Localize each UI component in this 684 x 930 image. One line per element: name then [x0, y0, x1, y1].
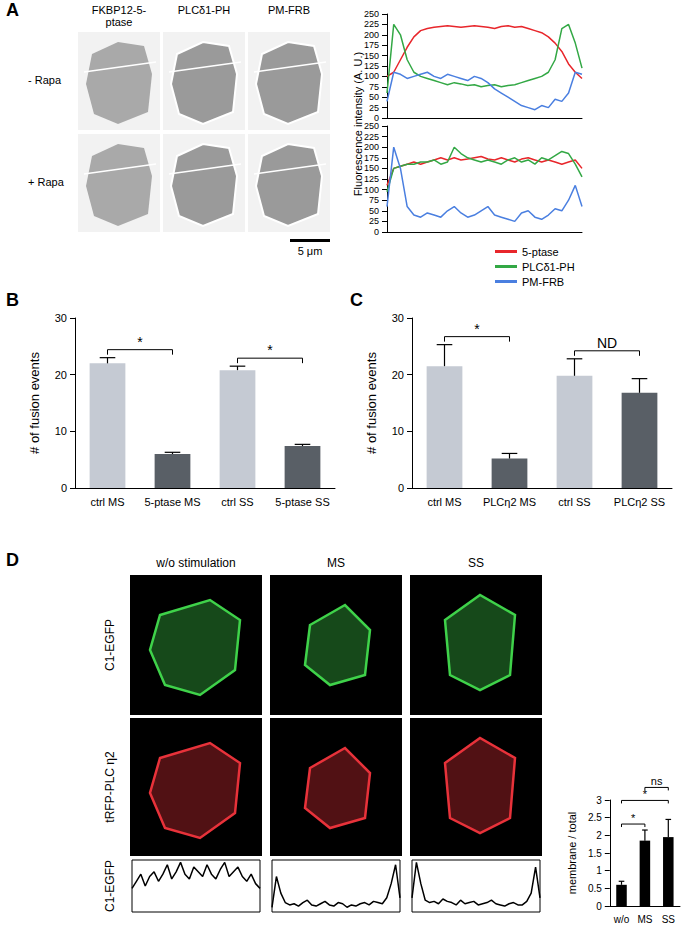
svg-text:SS: SS — [662, 914, 676, 925]
svg-text:*: * — [474, 321, 480, 337]
svg-text:w/o: w/o — [613, 914, 630, 925]
svg-text:10: 10 — [392, 425, 404, 437]
html-text:- Rapa: - Rapa — [28, 74, 61, 86]
svg-text:10: 10 — [55, 425, 67, 437]
html-text:5-ptase: 5-ptase — [522, 245, 559, 258]
svg-text:# of fusion events: # of fusion events — [364, 352, 379, 454]
svg-text:1: 1 — [596, 865, 602, 876]
svg-text:75: 75 — [369, 195, 379, 205]
svg-text:25: 25 — [369, 103, 379, 113]
svg-text:150: 150 — [364, 51, 379, 61]
svg-text:175: 175 — [364, 40, 379, 50]
svg-text:3: 3 — [596, 795, 602, 806]
svg-text:20: 20 — [392, 369, 404, 381]
svg-text:membrane / total: membrane / total — [566, 812, 578, 895]
svg-text:75: 75 — [369, 82, 379, 92]
svg-text:ctrl MS: ctrl MS — [90, 496, 124, 508]
svg-text:PLCη2 SS: PLCη2 SS — [614, 496, 665, 508]
svg-text:225: 225 — [364, 19, 379, 29]
html-text:PLCδ1-PH: PLCδ1-PH — [522, 260, 575, 273]
svg-text:20: 20 — [55, 369, 67, 381]
html-text:Fluorescence intensity (A. U.): Fluorescence intensity (A. U.) — [352, 51, 364, 197]
svg-text:200: 200 — [364, 142, 379, 152]
svg-text:30: 30 — [55, 312, 67, 324]
html-text:w/o stimulation: w/o stimulation — [156, 556, 236, 570]
svg-text:250: 250 — [364, 121, 379, 131]
svg-text:50: 50 — [369, 92, 379, 102]
svg-text:1.5: 1.5 — [588, 848, 602, 859]
html-text:D: D — [6, 550, 19, 570]
svg-text:50: 50 — [369, 206, 379, 216]
html-text:C1-EGFP: C1-EGFP — [103, 860, 117, 912]
svg-text:125: 125 — [364, 61, 379, 71]
html-text:PM-FRB: PM-FRB — [267, 4, 311, 16]
svg-text:2.5: 2.5 — [588, 812, 602, 823]
svg-text:225: 225 — [364, 132, 379, 142]
html-text:FKBP12-5-ptase: FKBP12-5-ptase — [91, 4, 147, 28]
svg-text:ND: ND — [597, 335, 617, 351]
svg-text:MS: MS — [637, 914, 652, 925]
html-text:+ Rapa: + Rapa — [28, 176, 64, 188]
svg-text:*: * — [137, 334, 143, 350]
svg-text:0: 0 — [596, 901, 602, 912]
svg-text:ns: ns — [651, 775, 663, 787]
svg-text:125: 125 — [364, 174, 379, 184]
svg-text:*: * — [267, 342, 273, 358]
svg-text:*: * — [631, 812, 636, 824]
html-text:tRFP-PLC η2: tRFP-PLC η2 — [103, 751, 117, 823]
svg-text:ctrl SS: ctrl SS — [558, 496, 590, 508]
svg-text:150: 150 — [364, 163, 379, 173]
svg-text:30: 30 — [392, 312, 404, 324]
svg-text:100: 100 — [364, 185, 379, 195]
svg-text:0: 0 — [374, 113, 379, 123]
svg-text:PLCη2 MS: PLCη2 MS — [483, 496, 536, 508]
svg-text:100: 100 — [364, 71, 379, 81]
svg-text:0: 0 — [398, 482, 404, 494]
html-text:A: A — [6, 0, 19, 20]
svg-text:ctrl MS: ctrl MS — [427, 496, 461, 508]
svg-text:2: 2 — [596, 830, 602, 841]
html-text:MS: MS — [327, 556, 345, 570]
html-text:SS: SS — [468, 556, 484, 570]
html-text:5 μm: 5 μm — [297, 245, 323, 257]
svg-text:# of fusion events: # of fusion events — [27, 352, 42, 454]
svg-text:0: 0 — [374, 227, 379, 237]
svg-text:200: 200 — [364, 30, 379, 40]
svg-text:0: 0 — [61, 482, 67, 494]
svg-text:175: 175 — [364, 153, 379, 163]
svg-text:250: 250 — [364, 9, 379, 19]
html-text:B: B — [6, 290, 19, 310]
html-text:PM-FRB: PM-FRB — [522, 275, 565, 288]
svg-text:5-ptase MS: 5-ptase MS — [144, 496, 200, 508]
html-text:PLCδ1-PH: PLCδ1-PH — [177, 4, 231, 16]
svg-text:ctrl SS: ctrl SS — [221, 496, 253, 508]
html-text:C: C — [350, 290, 363, 310]
svg-text:0.5: 0.5 — [588, 883, 602, 894]
svg-text:25: 25 — [369, 216, 379, 226]
svg-text:5-ptase SS: 5-ptase SS — [275, 496, 329, 508]
html-text:C1-EGFP: C1-EGFP — [103, 619, 117, 671]
